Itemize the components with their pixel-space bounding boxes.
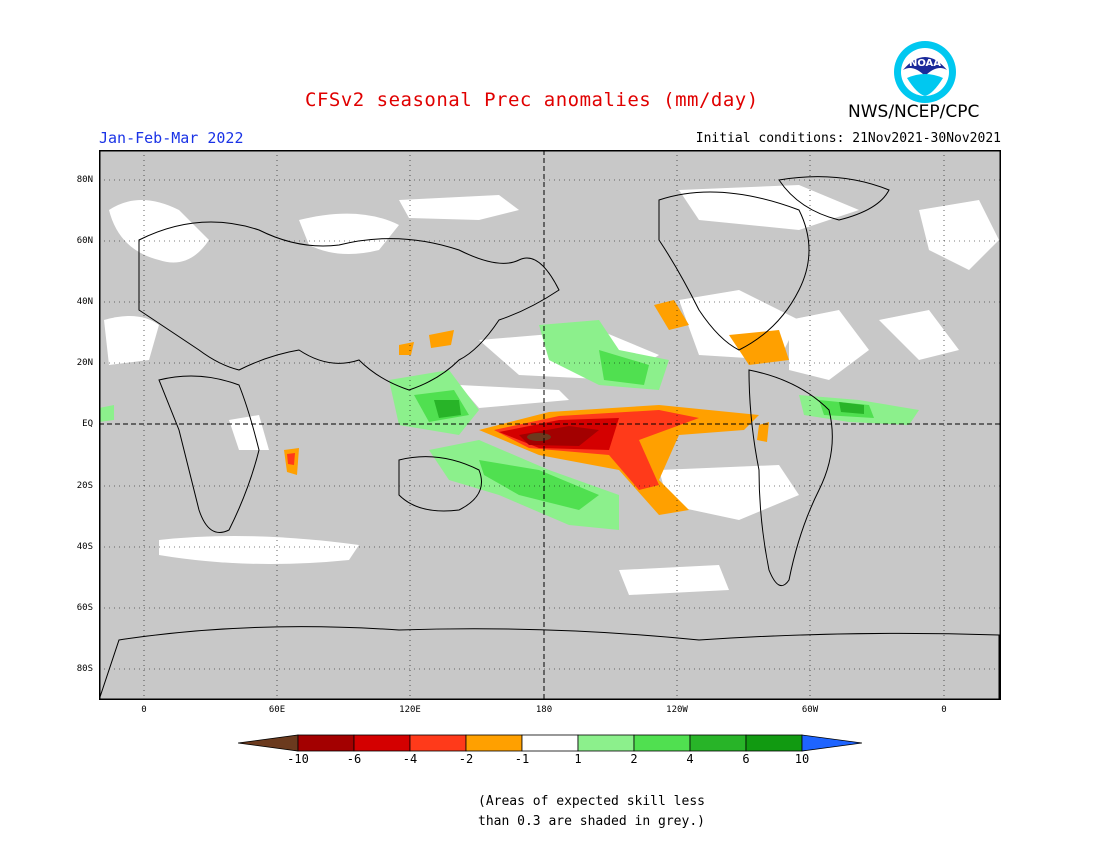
- map-frame: [99, 150, 1001, 700]
- lon-label: 120E: [399, 705, 421, 715]
- lat-label: 20N: [76, 358, 93, 368]
- season-label: Jan-Feb-Mar 2022: [99, 129, 244, 147]
- colorbar-label: 1: [574, 752, 582, 766]
- precip-anomaly-map: [99, 150, 1001, 700]
- agency-label: NWS/NCEP/CPC: [848, 102, 980, 122]
- colorbar-cell: [745, 734, 803, 752]
- wet-anomaly-regions: [99, 320, 919, 530]
- colorbar-label: 6: [742, 752, 750, 766]
- colorbar-label: -10: [287, 752, 309, 766]
- lat-label: EQ: [82, 419, 93, 429]
- colorbar-arrow-left: [238, 734, 299, 752]
- colorbar-label: -2: [458, 752, 474, 766]
- colorbar-cell: [521, 734, 579, 752]
- noaa-logo-text: NOAA: [909, 58, 941, 69]
- lon-label: 60W: [801, 705, 819, 715]
- colorbar-cell: [409, 734, 467, 752]
- skill-note-line2: than 0.3 are shaded in grey.): [478, 814, 705, 829]
- lat-label: 60N: [76, 236, 93, 246]
- colorbar-cell: [353, 734, 411, 752]
- colorbar-cell: [297, 734, 355, 752]
- skill-note-line1: (Areas of expected skill less: [478, 794, 705, 809]
- lat-label: 60S: [76, 603, 93, 613]
- lat-label: 80S: [76, 664, 93, 674]
- colorbar: [238, 734, 862, 752]
- lat-label: 40N: [76, 297, 93, 307]
- lat-label: 80N: [76, 175, 93, 185]
- lat-label: 40S: [76, 542, 93, 552]
- lat-label: 20S: [76, 481, 93, 491]
- lon-label: 120W: [666, 705, 688, 715]
- colorbar-cell: [633, 734, 691, 752]
- colorbar-label: 4: [686, 752, 694, 766]
- grid: [99, 150, 1001, 700]
- colorbar-cell: [577, 734, 635, 752]
- lon-label: 0: [941, 705, 947, 715]
- coastlines: [99, 176, 1000, 700]
- lon-label: 60E: [268, 705, 286, 715]
- skill-note: (Areas of expected skill less than 0.3 a…: [478, 792, 705, 832]
- colorbar-arrow-right: [801, 734, 862, 752]
- noaa-logo: NOAA: [894, 41, 956, 103]
- colorbar-cell: [689, 734, 747, 752]
- colorbar-label: 10: [794, 752, 810, 766]
- colorbar-cell: [465, 734, 523, 752]
- dry-anomaly-regions: [284, 300, 789, 515]
- colorbar-label: -4: [402, 752, 418, 766]
- initial-conditions-label: Initial conditions: 21Nov2021-30Nov2021: [695, 131, 1001, 146]
- colorbar-label: -6: [346, 752, 362, 766]
- lon-label: 180: [535, 705, 553, 715]
- lon-label: 0: [141, 705, 147, 715]
- chart-title: CFSv2 seasonal Prec anomalies (mm/day): [305, 89, 759, 111]
- colorbar-label: -1: [514, 752, 530, 766]
- colorbar-label: 2: [630, 752, 638, 766]
